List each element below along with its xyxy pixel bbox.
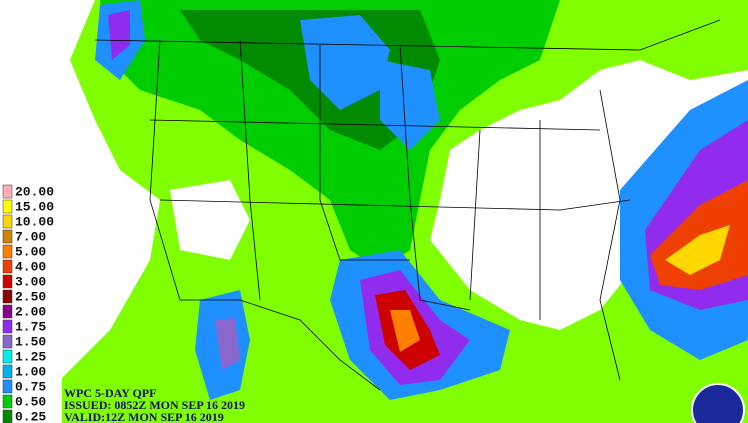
legend-swatch — [2, 379, 13, 394]
legend-label: 1.25 — [15, 349, 46, 364]
legend-label: 0.50 — [15, 394, 46, 409]
legend-swatch — [2, 409, 13, 423]
legend-label: 4.00 — [15, 259, 46, 274]
legend-swatch — [2, 244, 13, 259]
legend-swatch — [2, 274, 13, 289]
legend-label: 1.75 — [15, 319, 46, 334]
legend-swatch — [2, 349, 13, 364]
legend-swatch — [2, 304, 13, 319]
legend-swatch — [2, 394, 13, 409]
product-title: WPC 5-DAY QPF — [64, 386, 156, 400]
legend-label: 2.00 — [15, 304, 46, 319]
issued-time: ISSUED: 0852Z MON SEP 16 2019 — [64, 398, 245, 412]
legend-swatch — [2, 214, 13, 229]
legend-swatch — [2, 319, 13, 334]
legend-label: 7.00 — [15, 229, 46, 244]
legend-swatch — [2, 289, 13, 304]
noaa-logo — [691, 383, 745, 423]
legend-swatch — [2, 259, 13, 274]
legend-label: 3.00 — [15, 274, 46, 289]
legend-swatch — [2, 364, 13, 379]
legend-label: 1.50 — [15, 334, 46, 349]
precip-field — [60, 0, 748, 423]
boundaries — [94, 19, 721, 391]
legend-label: 10.00 — [15, 214, 54, 229]
legend-label: 0.75 — [15, 379, 46, 394]
legend-swatch — [2, 184, 13, 199]
legend-label: 15.00 — [15, 199, 54, 214]
legend-label: 5.00 — [15, 244, 46, 259]
legend-label: 0.25 — [15, 409, 46, 423]
legend-label: 1.00 — [15, 364, 46, 379]
legend-label: 2.50 — [15, 289, 46, 304]
legend: 20.0015.0010.007.005.004.003.002.502.001… — [2, 184, 54, 423]
legend-swatch — [2, 199, 13, 214]
legend-label: 20.00 — [15, 184, 54, 199]
legend-swatch — [2, 229, 13, 244]
valid-time: VALID:12Z MON SEP 16 2019 — [64, 410, 224, 423]
legend-swatch — [2, 334, 13, 349]
